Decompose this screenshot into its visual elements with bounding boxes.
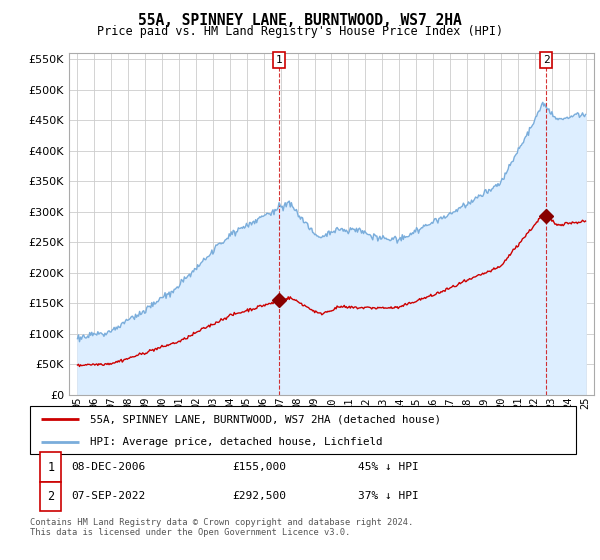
Text: 1: 1: [47, 460, 55, 474]
Text: 45% ↓ HPI: 45% ↓ HPI: [358, 462, 418, 472]
Bar: [40, 482, 61, 511]
Text: 2: 2: [542, 55, 550, 65]
Text: 07-SEP-2022: 07-SEP-2022: [71, 491, 145, 501]
Text: £292,500: £292,500: [232, 491, 286, 501]
Text: 55A, SPINNEY LANE, BURNTWOOD, WS7 2HA: 55A, SPINNEY LANE, BURNTWOOD, WS7 2HA: [138, 13, 462, 28]
Text: 55A, SPINNEY LANE, BURNTWOOD, WS7 2HA (detached house): 55A, SPINNEY LANE, BURNTWOOD, WS7 2HA (d…: [90, 414, 441, 424]
Text: 37% ↓ HPI: 37% ↓ HPI: [358, 491, 418, 501]
Text: 2: 2: [47, 489, 55, 503]
Text: HPI: Average price, detached house, Lichfield: HPI: Average price, detached house, Lich…: [90, 437, 383, 447]
Text: Price paid vs. HM Land Registry's House Price Index (HPI): Price paid vs. HM Land Registry's House …: [97, 25, 503, 38]
Text: 1: 1: [276, 55, 283, 65]
Text: Contains HM Land Registry data © Crown copyright and database right 2024.
This d: Contains HM Land Registry data © Crown c…: [30, 518, 413, 538]
Text: £155,000: £155,000: [232, 462, 286, 472]
Text: 08-DEC-2006: 08-DEC-2006: [71, 462, 145, 472]
Bar: [40, 452, 61, 482]
